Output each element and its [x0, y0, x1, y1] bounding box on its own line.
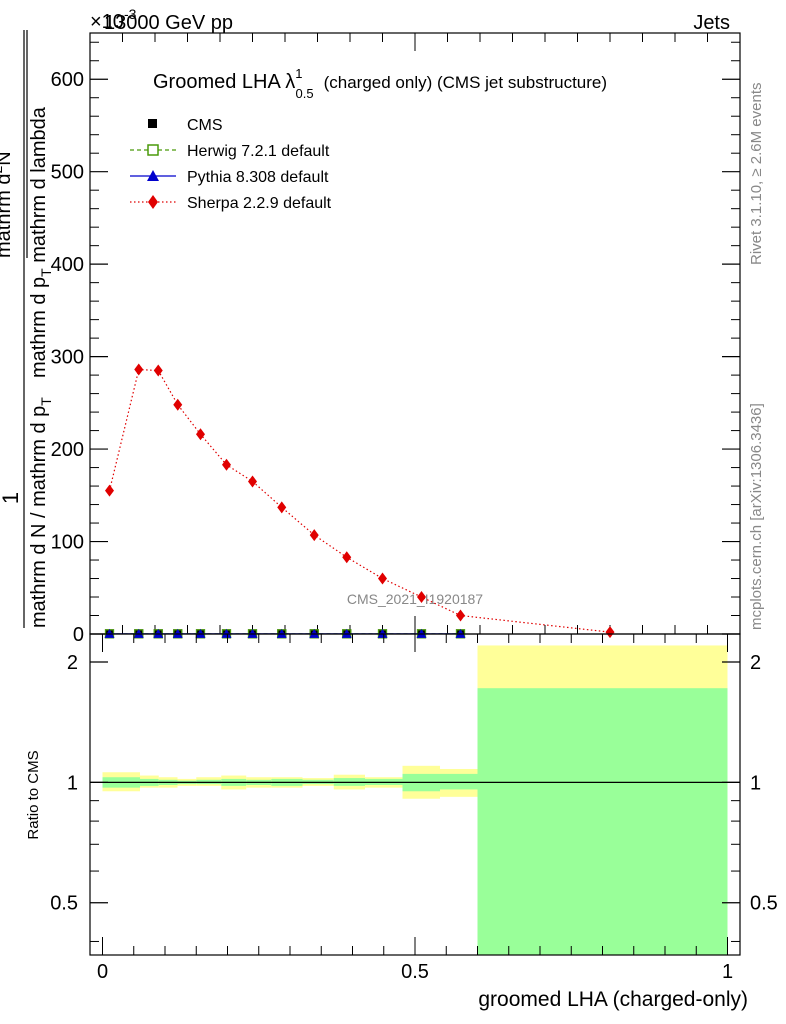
- ratio-ytick-label-right: 1: [750, 772, 761, 794]
- legend-pythia-label: Pythia 8.308 default: [187, 169, 329, 186]
- data-point: [276, 628, 287, 638]
- legend-entry-herwig: Herwig 7.2.1 default: [130, 143, 330, 160]
- data-point: [105, 484, 114, 497]
- main-ytick-label: 600: [51, 69, 84, 91]
- data-point: [342, 551, 352, 564]
- data-point: [417, 591, 426, 604]
- legend: CMS Herwig 7.2.1 default Pythia 8.308 de…: [130, 117, 332, 212]
- main-y-axis-label: 1 mathrm d N / mathrm d pT mathrm d2N ma…: [0, 30, 54, 628]
- ratio-y-ticks: 0.5 0.5 1 1 2 2: [50, 652, 778, 942]
- legend-pythia-marker: [147, 170, 159, 181]
- data-point: [416, 628, 427, 638]
- data-point: [605, 626, 615, 639]
- ratio-xtick-label: 0: [97, 961, 108, 983]
- ratio-x-axis-label: groomed LHA (charged-only): [478, 988, 748, 1011]
- data-point: [455, 628, 466, 638]
- legend-sherpa-label: Sherpa 2.2.9 default: [187, 195, 332, 212]
- ylabel-numerator: 1: [0, 492, 23, 504]
- ratio-band-inner: [440, 773, 478, 790]
- data-point: [248, 475, 257, 488]
- data-point: [196, 428, 205, 441]
- exponent-label: ×10-3: [90, 6, 137, 33]
- ratio-xtick-label: 0.5: [401, 961, 429, 983]
- data-point: [134, 363, 144, 376]
- ratio-xtick-label: 1: [722, 961, 733, 983]
- data-point: [133, 628, 144, 638]
- energy-label: 13000 GeV pp: [104, 12, 233, 34]
- ratio-band-inner: [477, 688, 728, 955]
- main-ytick-label: 500: [51, 162, 84, 184]
- main-ytick-label: 200: [51, 439, 84, 461]
- series-3: [105, 363, 615, 639]
- data-point: [153, 364, 163, 377]
- data-point: [195, 628, 206, 638]
- main-panel: 0 100 200 300 400 500 600 Groomed LHA λ1 0.5(ch…: [51, 32, 741, 646]
- legend-entry-pythia: Pythia 8.308 default: [130, 169, 329, 186]
- ratio-ytick-label: 0.5: [50, 893, 78, 915]
- legend-sherpa-marker: [148, 195, 158, 209]
- data-point: [247, 628, 258, 638]
- ratio-ytick-label: 1: [67, 772, 78, 794]
- ratio-ytick-label: 2: [67, 652, 78, 674]
- main-ytick-label: 300: [51, 347, 84, 369]
- legend-entry-cms: CMS: [148, 117, 223, 134]
- data-point: [309, 628, 320, 638]
- data-point: [172, 628, 183, 638]
- data-point: [222, 458, 231, 471]
- ratio-y-axis-label: Ratio to CMS: [25, 750, 42, 839]
- main-y-ticks: 0 100 200 300 400 500 600: [51, 41, 740, 646]
- data-point: [173, 398, 183, 411]
- rivet-label: Rivet 3.1.10, ≥ 2.6M events: [748, 83, 765, 266]
- main-ytick-label: 100: [51, 532, 84, 554]
- legend-herwig-label: Herwig 7.2.1 default: [187, 143, 330, 160]
- process-label: Jets: [693, 12, 730, 34]
- ratio-x-ticks: 0 0.5 1: [97, 634, 733, 983]
- mcplots-label: mcplots.cern.ch [arXiv:1306.3436]: [748, 403, 765, 630]
- data-point: [309, 529, 319, 542]
- data-point: [153, 628, 164, 638]
- legend-cms-marker: [148, 119, 157, 128]
- chart-title: Groomed LHA λ1 0.5(charged only) (CMS jet…: [153, 66, 607, 101]
- data-point: [221, 628, 232, 638]
- data-point: [378, 572, 387, 585]
- ylabel-denominator: mathrm d N / mathrm d pT: [28, 397, 54, 628]
- data-point: [341, 628, 352, 638]
- main-ytick-label: 400: [51, 254, 84, 276]
- legend-entry-sherpa: Sherpa 2.2.9 default: [130, 195, 332, 212]
- ratio-ytick-label-right: 2: [750, 652, 761, 674]
- ratio-ytick-label-right: 0.5: [750, 893, 778, 915]
- data-point: [277, 501, 287, 514]
- legend-herwig-marker: [147, 144, 159, 156]
- data-point: [456, 609, 465, 622]
- ylabel-lower: mathrm d pT mathrm d lambda: [28, 106, 54, 378]
- ratio-panel: 0.5 0.51 12 2 0 0.5 1 Ratio to CMS groomed LH…: [25, 633, 778, 1011]
- legend-cms-label: CMS: [187, 117, 223, 134]
- data-point: [377, 628, 388, 638]
- ratio-band-layer: [102, 645, 728, 955]
- ylabel-upper: mathrm d2N: [0, 151, 15, 258]
- main-ytick-label: 0: [73, 624, 84, 646]
- data-point: [104, 628, 115, 638]
- analysis-watermark: CMS_2021_I1920187: [347, 591, 483, 607]
